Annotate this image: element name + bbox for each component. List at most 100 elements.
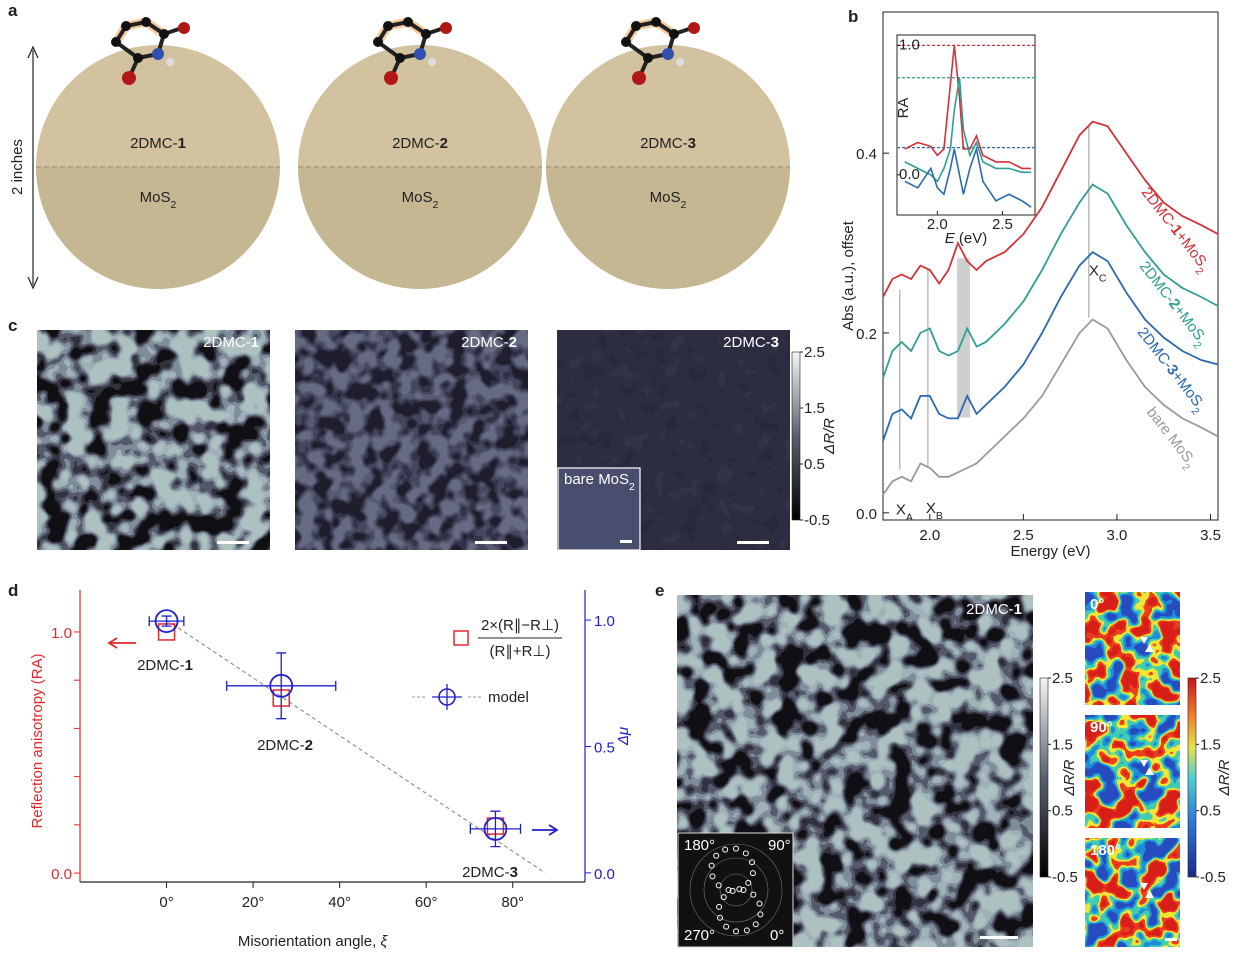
point-label-part: 2 xyxy=(305,737,313,754)
point-label-part: 1 xyxy=(185,657,193,674)
series-label-part: 2 xyxy=(1179,461,1192,473)
scale-bar xyxy=(475,541,507,544)
scale-bar xyxy=(980,936,1018,939)
wafer-label-part: 2DMC- xyxy=(640,135,688,152)
point-label-part: 2DMC- xyxy=(137,657,185,674)
legend-square xyxy=(454,631,468,645)
wafer-label: 2DMC-3 xyxy=(640,135,696,152)
x-tick-label: 80° xyxy=(501,894,524,911)
point-label: 2DMC-3 xyxy=(462,864,518,881)
colorbar-tick-label: 2.5 xyxy=(1052,670,1073,687)
map-image xyxy=(295,330,528,550)
substrate-label-part: MoS xyxy=(402,189,433,206)
x-tick-label: 0° xyxy=(159,894,173,911)
colorbar-label: ΔR/R xyxy=(1061,759,1078,796)
panel-label: d xyxy=(8,581,18,600)
series-label-part: 2 xyxy=(1192,265,1205,277)
point-label-part: 3 xyxy=(510,864,518,881)
x-axis-label: Misorientation angle, ξ xyxy=(238,933,389,950)
series-label-part: +MoS xyxy=(1170,302,1208,344)
scale-bar xyxy=(217,541,249,544)
y-axis-label: Reflection anisotropy (RA) xyxy=(29,653,46,828)
panel-label: e xyxy=(655,581,664,600)
panel-label: b xyxy=(848,7,858,26)
map-image xyxy=(37,330,270,550)
y-tick-label: 0.0 xyxy=(856,506,877,523)
map-label-part: 2DMC- xyxy=(203,334,251,351)
series-label-part: +MoS xyxy=(1172,228,1210,270)
colorbar xyxy=(1040,678,1048,877)
series-label-part: 2DMC- xyxy=(1134,324,1177,372)
figure: abcde2 inches2DMC-1MoS22DMC-2MoS22DMC-3M… xyxy=(0,0,1235,953)
panel-label: a xyxy=(8,1,18,20)
polar-label: 180° xyxy=(684,837,715,854)
x-axis-label-part: Misorientation angle, xyxy=(238,933,381,950)
y2-tick-label: 0.0 xyxy=(594,866,615,883)
x-tick-label: 2.5 xyxy=(992,216,1013,233)
point-label: 2DMC-2 xyxy=(257,737,313,754)
wafer-bottom xyxy=(36,167,280,289)
spectrum-line xyxy=(883,320,1218,495)
y-tick-label: 0.0 xyxy=(51,866,72,883)
legend-label: model xyxy=(488,689,529,706)
x-tick-label: 3.0 xyxy=(1107,527,1128,544)
x-tick-label: 60° xyxy=(415,894,438,911)
series-label-part: 2DMC- xyxy=(1138,184,1181,232)
scale-bar xyxy=(1165,938,1177,941)
panel-label: c xyxy=(8,316,17,335)
substrate-label-part: 2 xyxy=(433,199,439,211)
series-label-part: 2 xyxy=(1190,339,1203,351)
fit-line xyxy=(167,620,546,873)
colorbar-tick-label: 2.5 xyxy=(1200,670,1221,687)
colorbar-tick-label: 1.5 xyxy=(804,400,825,417)
map-label-part: 3 xyxy=(771,334,779,351)
x-tick-label: 2.5 xyxy=(1013,527,1034,544)
y-axis-label: RA xyxy=(895,98,912,119)
angle-label: 90° xyxy=(1090,719,1113,736)
substrate-label-part: 2 xyxy=(681,199,687,211)
wafer-label-part: 2 xyxy=(440,135,448,152)
x-tick-label: 3.5 xyxy=(1200,527,1221,544)
colorbar-tick-label: 0.5 xyxy=(804,456,825,473)
axis-arrow xyxy=(109,638,136,648)
wafer-label-part: 3 xyxy=(688,135,696,152)
colorbar-tick-label: -0.5 xyxy=(1052,869,1078,886)
wafer-label: 2DMC-2 xyxy=(392,135,448,152)
inset-label-part: bare MoS xyxy=(564,471,629,488)
substrate-label-part: MoS xyxy=(140,189,171,206)
x-axis-label: Energy (eV) xyxy=(1010,543,1090,560)
annotation: XC xyxy=(1089,263,1107,285)
x-axis-label-part: ξ xyxy=(380,933,388,950)
wafer-label-part: 2DMC- xyxy=(130,135,178,152)
map-label-part: 2DMC- xyxy=(723,334,771,351)
x-tick-label: 20° xyxy=(242,894,265,911)
annotation: XB xyxy=(926,500,943,522)
x-tick-label: 2.0 xyxy=(919,527,940,544)
annotation-part: A xyxy=(906,512,913,524)
inset-label-part: 2 xyxy=(629,481,635,493)
y2-tick-label: 1.0 xyxy=(594,613,615,630)
axis-arrow xyxy=(532,825,557,835)
colorbar-tick-label: 1.5 xyxy=(1052,736,1073,753)
wafer-label-part: 2DMC- xyxy=(392,135,440,152)
annotation-part: C xyxy=(1099,273,1107,285)
map-label-part: 2DMC- xyxy=(461,334,509,351)
colorbar-tick-label: 2.5 xyxy=(804,344,825,361)
wafer-bottom xyxy=(298,167,542,289)
page: abcde2 inches2DMC-1MoS22DMC-2MoS22DMC-3M… xyxy=(0,0,1235,953)
series-label-part: +MoS xyxy=(1168,368,1206,410)
colorbar-tick-label: 0.5 xyxy=(1200,803,1221,820)
y-tick-label: 0.4 xyxy=(856,146,877,163)
wafer-label: 2DMC-1 xyxy=(130,135,186,152)
colorbar-tick-label: -0.5 xyxy=(804,512,830,529)
map-label-part: 2DMC- xyxy=(966,601,1014,618)
map-label-part: 1 xyxy=(251,334,259,351)
map-label: 2DMC-2 xyxy=(461,334,517,351)
colorbar-tick-label: -0.5 xyxy=(1200,869,1226,886)
legend-errors xyxy=(432,684,462,710)
point-label-part: 2DMC- xyxy=(257,737,305,754)
x-axis-label-part: (eV) xyxy=(955,230,988,247)
colorbar-tick-label: 0.5 xyxy=(1052,803,1073,820)
map-label: 2DMC-1 xyxy=(966,601,1022,618)
